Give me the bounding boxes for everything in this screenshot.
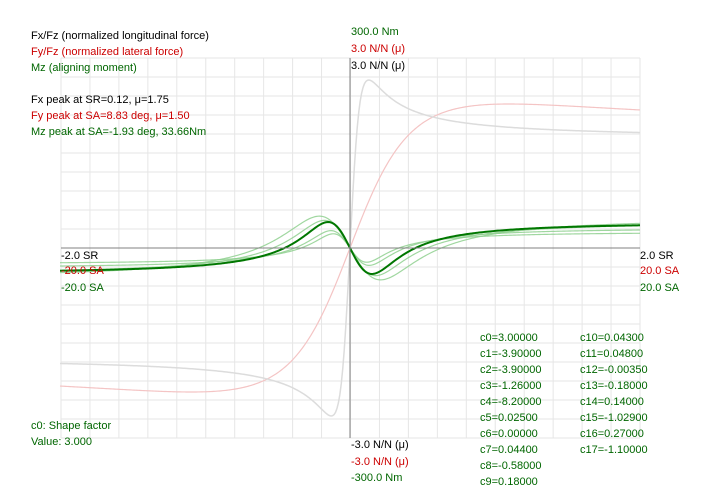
coef-c5[interactable]: c5=0.02500: [480, 412, 538, 424]
peak-mz: Mz peak at SA=-1.93 deg, 33.66Nm: [31, 126, 207, 138]
coef-c6[interactable]: c6=0.00000: [480, 428, 538, 440]
coef-c15[interactable]: c15=-1.02900: [580, 412, 648, 424]
coef-c8[interactable]: c8=-0.58000: [480, 460, 542, 472]
coef-c16[interactable]: c16=0.27000: [580, 428, 644, 440]
coefficients-left: c0=3.00000 c1=-3.90000 c2=-3.90000 c3=-1…: [480, 330, 541, 490]
axis-top-mz: 300.0 Nm: [351, 26, 399, 38]
axis-top-fx: 3.0 N/N (μ): [351, 60, 406, 72]
axis-right-sa-fy: 20.0 SA: [640, 265, 680, 277]
coef-c3[interactable]: c3=-1.26000: [480, 380, 542, 392]
coef-c12[interactable]: c12=-0.00350: [580, 364, 648, 376]
axis-right-sr: 2.0 SR: [640, 250, 674, 262]
coef-c10[interactable]: c10=0.04300: [580, 332, 644, 344]
axis-right-sa-mz: 20.0 SA: [640, 282, 680, 294]
axis-bottom-fy: -3.0 N/N (μ): [351, 456, 409, 468]
axis-bottom-mz: -300.0 Nm: [351, 472, 403, 484]
peak-fx: Fx peak at SR=0.12, μ=1.75: [31, 94, 169, 106]
coef-c4[interactable]: c4=-8.20000: [480, 396, 542, 408]
coef-c7[interactable]: c7=0.04400: [480, 444, 538, 456]
coef-c9[interactable]: c9=0.18000: [480, 476, 538, 488]
coef-c0[interactable]: c0=3.00000: [480, 332, 538, 344]
legend-fx: Fx/Fz (normalized longitudinal force): [31, 30, 209, 42]
coef-c2[interactable]: c2=-3.90000: [480, 364, 542, 376]
coef-c17[interactable]: c17=-1.10000: [580, 444, 648, 456]
coef-c13[interactable]: c13=-0.18000: [580, 380, 648, 392]
coefficients-right: c10=0.04300 c11=0.04800 c12=-0.00350 c13…: [580, 330, 648, 458]
coef-c14[interactable]: c14=0.14000: [580, 396, 644, 408]
plot-axes: [61, 58, 640, 438]
selected-param-value: Value: 3.000: [31, 436, 92, 448]
axis-bottom-fx: -3.0 N/N (μ): [351, 439, 409, 451]
axis-left-sa-fy: -20.0 SA: [61, 265, 104, 277]
axis-left-sa-mz: -20.0 SA: [61, 282, 104, 294]
peak-fy: Fy peak at SA=8.83 deg, μ=1.50: [31, 110, 190, 122]
axis-left-sr: -2.0 SR: [61, 250, 99, 262]
coef-c11[interactable]: c11=0.04800: [580, 348, 644, 360]
legend-fy: Fy/Fz (normalized lateral force): [31, 46, 184, 58]
selected-param-label: c0: Shape factor: [31, 420, 112, 432]
axis-top-fy: 3.0 N/N (μ): [351, 43, 406, 55]
legend-mz: Mz (aligning moment): [31, 62, 137, 74]
coef-c1[interactable]: c1=-3.90000: [480, 348, 542, 360]
